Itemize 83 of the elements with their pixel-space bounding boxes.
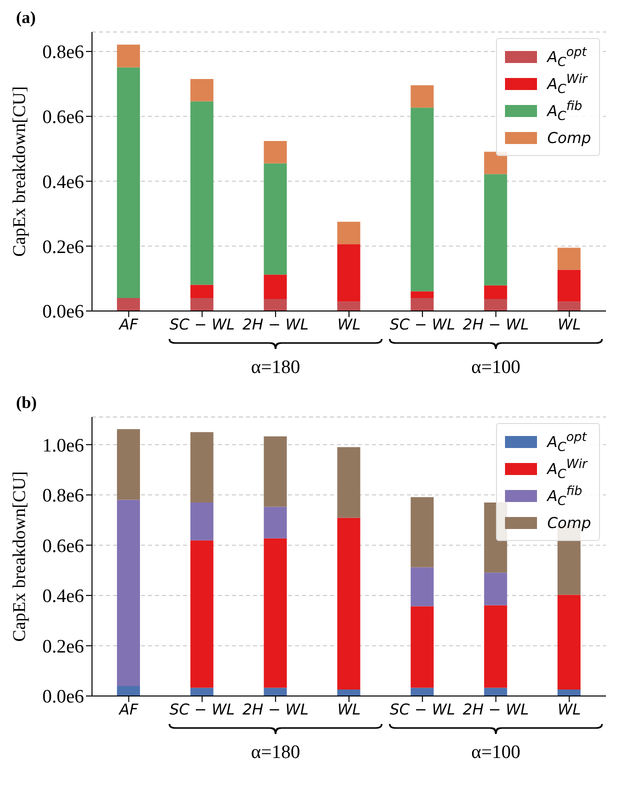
x-tick-label: SC − WL [169,700,235,719]
bar [264,506,287,538]
bar [410,688,434,696]
bar [116,500,140,686]
legend-label: Comp [547,128,591,146]
bar [264,436,287,507]
bar [484,152,508,174]
x-tick-label: WL [337,316,361,334]
x-tick-label: WL [337,700,361,719]
bar [116,298,140,311]
x-tick-label: 2H − WL [242,700,309,719]
bar [337,222,360,244]
bar [410,85,434,108]
y-tick-label: 0.2e6 [42,636,84,658]
bar [190,79,214,102]
bar [116,44,140,68]
bar [484,174,508,286]
y-tick-label: 0.2e6 [42,236,84,258]
y-tick-label: 1.0e6 [42,435,84,456]
y-tick-label: 0.6e6 [42,536,84,557]
bar [337,447,360,518]
x-tick-label: 2H − WL [242,316,309,334]
bar [264,298,287,311]
chart-title: (a) [16,8,36,28]
x-tick-label: AF [118,700,139,719]
bar [410,298,434,311]
y-tick-label: 0.4e6 [42,172,84,193]
y-axis-title: CapEx breakdown[CU] [9,471,29,642]
y-tick-label: 0.4e6 [42,586,84,608]
y-tick-label: 0.0e6 [42,302,84,323]
bar [190,540,214,688]
bar [337,244,360,302]
y-tick-label: 0.8e6 [42,42,84,64]
bar [484,605,508,688]
text: α=180 [250,357,300,378]
legend-label: Comp [547,514,591,532]
bar [190,688,214,696]
x-tick-label: SC − WL [169,316,235,334]
bar [264,538,287,688]
bar [558,689,581,696]
bar [484,572,508,606]
bar [410,108,434,292]
bar [484,688,508,696]
bar [264,141,287,164]
bar [484,285,508,299]
bar [116,686,140,696]
bar [410,291,434,298]
bar [190,432,214,502]
bar [558,270,581,302]
x-tick-label: 2H − WL [462,700,529,719]
text: α=100 [471,742,520,763]
bar [337,518,360,690]
bar [558,302,581,311]
bar [484,298,508,311]
x-tick-label: SC − WL [390,316,456,334]
bar [190,284,214,298]
bar [190,101,214,285]
bar [116,67,140,298]
bar [337,302,360,311]
chart-title: (b) [16,393,37,413]
y-tick-label: 0.8e6 [42,486,84,507]
text: α=180 [250,742,300,763]
y-axis-title: CapEx breakdown[CU] [9,86,29,257]
bar [410,606,434,688]
x-tick-label: AF [118,316,139,334]
bar [264,688,287,696]
y-tick-label: 0.0e6 [42,686,84,708]
bar [264,163,287,275]
bar [337,689,360,696]
bar [190,502,214,540]
x-tick-label: 2H − WL [462,316,529,334]
bar [410,567,434,606]
text: α=100 [471,357,520,378]
bar [558,594,581,690]
bar [190,298,214,311]
bar [116,429,140,500]
x-tick-label: WL [558,316,581,334]
bar [558,248,581,270]
x-tick-label: WL [558,700,581,719]
y-tick-label: 0.6e6 [42,107,84,128]
bar [410,497,434,568]
bar [264,274,287,299]
x-tick-label: SC − WL [390,700,456,719]
